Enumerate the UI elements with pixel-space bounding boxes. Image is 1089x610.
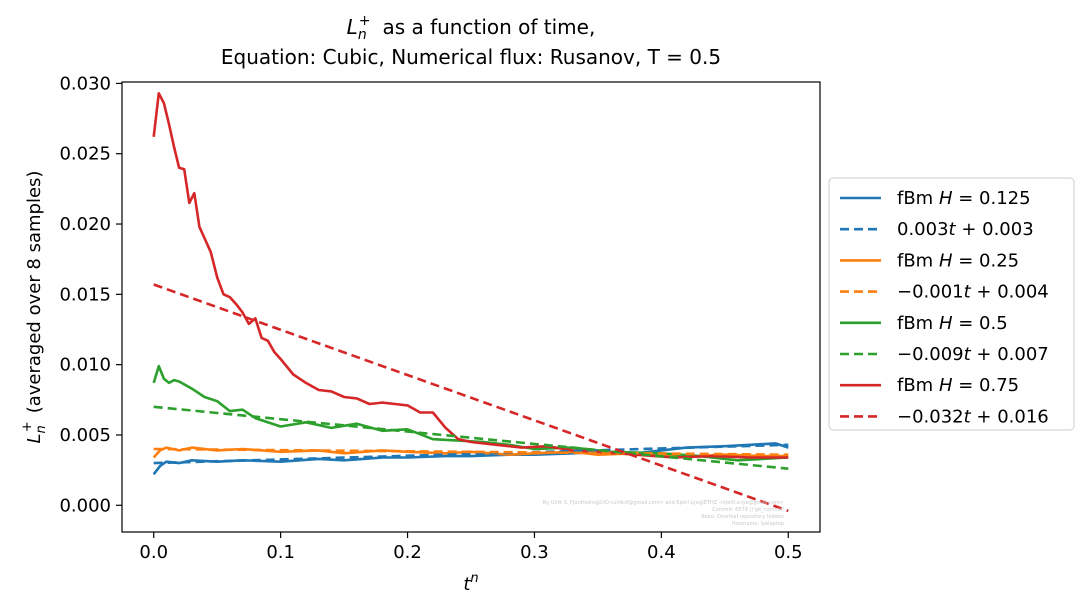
y-tick-label: 0.005 [59, 425, 111, 446]
legend-label-5: fBm H = 0.5 [897, 313, 1008, 334]
y-tick-label: 0.000 [59, 495, 111, 516]
legend: fBm H = 0.125 0.003t + 0.003 fBm H = 0.25 −… [828, 177, 1075, 431]
legend-label-7: fBm H = 0.75 [897, 375, 1019, 396]
series-line-6 [153, 405, 789, 470]
y-tick-label: 0.010 [59, 355, 111, 376]
watermark: By Ulrik S. Fjordholm@UiO<ulriksf@gmail.… [543, 500, 784, 527]
legend-box [828, 177, 1075, 431]
series-line-2 [153, 443, 789, 465]
x-tick-label: 0.0 [139, 542, 168, 563]
legend-label-2: 0.003t + 0.003 [897, 219, 1034, 240]
y-axis: 0.000 0.005 0.010 0.015 0.020 0.025 0.030 [59, 73, 122, 516]
watermark-line-1: By Ulrik S. Fjordholm@UiO<ulriksf@gmail.… [543, 500, 784, 506]
legend-label-6: −0.009t + 0.007 [897, 344, 1049, 365]
watermark-line-3: Repo: Overleaf repository hidden [701, 514, 784, 520]
x-tick-label: 0.2 [393, 542, 422, 563]
y-axis-label: Ln+(averaged over 8 samples) [20, 171, 49, 444]
y-tick-label: 0.030 [59, 73, 111, 94]
x-axis: 0.0 0.1 0.2 0.3 0.4 0.5 [139, 532, 803, 563]
x-tick-label: 0.1 [266, 542, 295, 563]
x-tick-label: 0.5 [774, 542, 803, 563]
legend-label-3: fBm H = 0.25 [897, 250, 1019, 271]
y-tick-label: 0.015 [59, 284, 111, 305]
chart-title-line1: Ln+ as a function of time, [347, 13, 596, 43]
x-tick-label: 0.4 [647, 542, 676, 563]
series-layer [152, 92, 789, 513]
watermark-line-4: Hostname: lyelaptop [732, 521, 784, 527]
x-tick-label: 0.3 [520, 542, 549, 563]
series-line-5 [152, 364, 789, 462]
chart-title-line2: Equation: Cubic, Numerical flux: Rusanov… [221, 45, 721, 69]
y-tick-label: 0.025 [59, 144, 111, 165]
series-line-7 [152, 92, 789, 459]
legend-label-1: fBm H = 0.125 [897, 188, 1031, 209]
legend-label-4: −0.001t + 0.004 [897, 282, 1049, 303]
y-tick-label: 0.020 [59, 214, 111, 235]
x-axis-label: tn [463, 571, 478, 595]
plot-background [122, 82, 820, 532]
series-line-8 [153, 283, 789, 513]
plot-frame [121, 81, 821, 533]
series-line-4 [153, 447, 789, 456]
legend-label-8: −0.032t + 0.016 [897, 406, 1049, 427]
legend-entries: fBm H = 0.125 0.003t + 0.003 fBm H = 0.25 −… [840, 188, 1049, 427]
watermark-line-2: Commit: 6579 ()'git_commit' [712, 507, 784, 513]
